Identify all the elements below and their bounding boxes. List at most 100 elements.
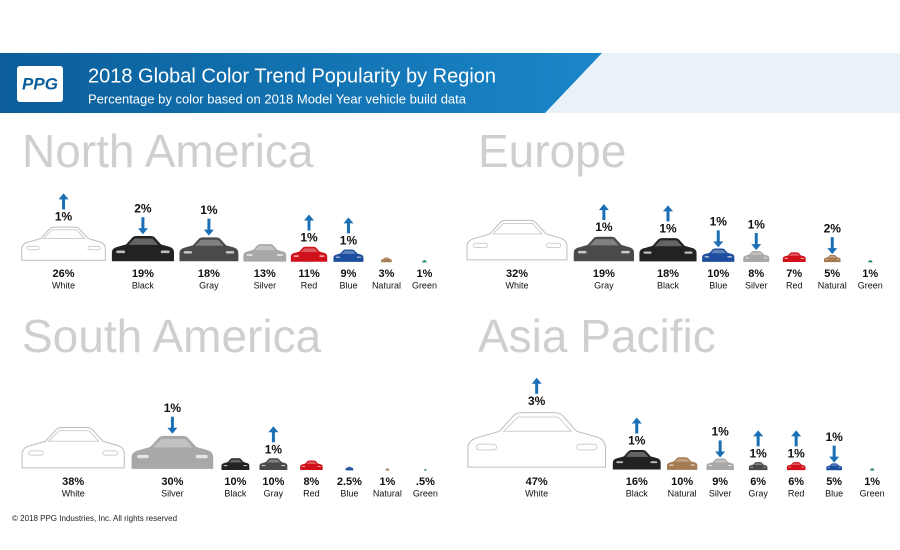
car-headlight	[800, 257, 804, 259]
car-headlight	[546, 243, 561, 247]
car-windshield	[791, 463, 801, 466]
car-windshield	[753, 463, 763, 466]
region-title: Asia Pacific	[478, 310, 716, 362]
value-label: 8%	[303, 476, 319, 488]
car-headlight	[690, 464, 695, 466]
car-headlight	[103, 451, 118, 455]
category-label: Green	[860, 488, 885, 498]
car-body	[640, 239, 696, 261]
car-headlight	[708, 465, 713, 467]
category-label: Silver	[745, 280, 768, 290]
change-arrow-head	[598, 204, 609, 211]
car-headlight	[246, 254, 253, 256]
change-arrow-head	[203, 229, 214, 236]
car-headlight	[750, 466, 754, 468]
category-label: Gray	[594, 280, 614, 290]
car-headlight	[473, 243, 488, 247]
car-body	[301, 461, 323, 470]
value-label: 5%	[824, 268, 840, 280]
category-label: White	[62, 488, 85, 498]
value-label: 7%	[786, 268, 802, 280]
change-label: 1%	[711, 425, 729, 439]
change-arrow-head	[304, 214, 315, 221]
change-label: 2%	[824, 221, 842, 235]
change-label: 1%	[265, 442, 283, 456]
car-headlight	[261, 464, 266, 467]
car-windshield	[347, 467, 352, 469]
header-bar	[0, 53, 602, 113]
change-label: 1%	[710, 215, 728, 229]
change-arrow-head	[58, 193, 69, 200]
car-body	[132, 436, 213, 468]
car-headlight	[277, 254, 284, 256]
car-headlight	[643, 251, 652, 254]
value-label: 1%	[864, 476, 880, 488]
car-windshield	[830, 464, 838, 466]
category-label: Natural	[818, 280, 847, 290]
change-label: 1%	[300, 231, 318, 245]
car-headlight	[745, 257, 749, 259]
car	[423, 261, 426, 262]
value-label: 19%	[593, 268, 615, 280]
category-label: Red	[788, 488, 805, 498]
car-body	[871, 469, 874, 470]
car-headlight	[784, 257, 788, 259]
value-label: 8%	[748, 268, 764, 280]
logo-box	[17, 66, 63, 102]
car-body	[423, 261, 426, 262]
value-label: 6%	[750, 476, 766, 488]
car-headlight	[335, 256, 341, 258]
title: 2018 Global Color Trend Popularity by Re…	[88, 65, 496, 87]
category-label: White	[525, 488, 548, 498]
car-windshield	[306, 461, 317, 464]
category-label: Natural	[372, 280, 401, 290]
car-headlight	[669, 464, 674, 466]
car-body	[703, 249, 734, 261]
car-windshield	[266, 459, 281, 463]
car-body	[244, 245, 286, 262]
car	[871, 469, 874, 470]
car-headlight	[476, 444, 496, 450]
value-label: 5%	[826, 476, 842, 488]
car-headlight	[577, 444, 597, 450]
car-headlight	[621, 250, 630, 254]
car-windshield	[589, 239, 619, 246]
category-label: Gray	[748, 488, 768, 498]
car-headlight	[137, 454, 149, 459]
car	[291, 247, 326, 261]
value-label: 32%	[506, 268, 528, 280]
car-headlight	[356, 256, 362, 258]
change-arrow-head	[791, 430, 802, 437]
category-label: White	[505, 280, 528, 290]
change-label: 1%	[628, 434, 646, 448]
car-body	[613, 450, 660, 469]
car	[22, 227, 106, 260]
change-arrow-head	[753, 430, 764, 437]
car-headlight	[825, 259, 828, 260]
car-headlight	[301, 465, 306, 467]
category-label: Silver	[161, 488, 184, 498]
value-label: 3%	[378, 268, 394, 280]
category-label: White	[52, 280, 75, 290]
change-arrow-head	[751, 244, 762, 251]
category-label: Gray	[264, 488, 284, 498]
car	[744, 252, 769, 262]
category-label: Black	[132, 280, 155, 290]
car-headlight	[319, 255, 325, 257]
car	[824, 256, 840, 262]
car-body	[574, 237, 633, 260]
car-headlight	[160, 250, 170, 254]
car-headlight	[27, 246, 39, 249]
value-label: 6%	[788, 476, 804, 488]
value-label: 16%	[626, 476, 648, 488]
change-arrow-head	[631, 417, 642, 424]
car	[783, 253, 805, 262]
car-windshield	[654, 240, 683, 247]
car-body	[425, 469, 426, 470]
car-body	[787, 463, 805, 470]
car-windshield	[300, 248, 318, 253]
car	[180, 238, 238, 261]
car-body	[222, 459, 249, 470]
subtitle: Percentage by color based on 2018 Model …	[88, 91, 467, 106]
